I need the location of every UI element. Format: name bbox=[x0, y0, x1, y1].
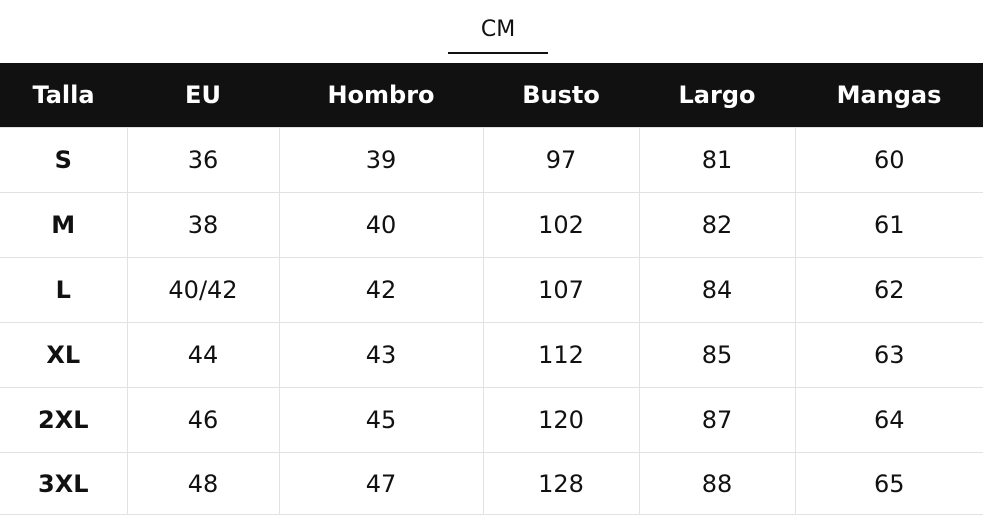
measurement-cell: 85 bbox=[638, 322, 796, 388]
table-header-row: Talla EU Hombro Busto Largo Mangas bbox=[0, 63, 983, 128]
measurement-cell: 48 bbox=[126, 452, 280, 515]
size-label-cell: S bbox=[0, 127, 128, 193]
measurement-cell: 102 bbox=[482, 192, 640, 258]
unit-tab-cm[interactable]: CM bbox=[448, 14, 548, 54]
measurement-cell: 87 bbox=[638, 387, 796, 453]
column-header-talla: Talla bbox=[0, 63, 127, 128]
measurement-cell: 63 bbox=[794, 322, 983, 388]
table-row: 3XL 48 47 128 88 65 bbox=[0, 452, 983, 515]
measurement-cell: 61 bbox=[794, 192, 983, 258]
measurement-cell: 107 bbox=[482, 257, 640, 323]
measurement-cell: 81 bbox=[638, 127, 796, 193]
measurement-cell: 47 bbox=[278, 452, 484, 515]
column-header-hombro: Hombro bbox=[279, 63, 483, 128]
measurement-cell: 39 bbox=[278, 127, 484, 193]
measurement-cell: 38 bbox=[126, 192, 280, 258]
table-row: 2XL 46 45 120 87 64 bbox=[0, 387, 983, 453]
size-label-cell: 2XL bbox=[0, 387, 128, 453]
measurement-cell: 42 bbox=[278, 257, 484, 323]
measurement-cell: 64 bbox=[794, 387, 983, 453]
measurement-cell: 36 bbox=[126, 127, 280, 193]
measurement-cell: 40/42 bbox=[126, 257, 280, 323]
measurement-cell: 40 bbox=[278, 192, 484, 258]
size-label-cell: M bbox=[0, 192, 128, 258]
measurement-cell: 112 bbox=[482, 322, 640, 388]
measurement-cell: 97 bbox=[482, 127, 640, 193]
measurement-cell: 128 bbox=[482, 452, 640, 515]
measurement-cell: 46 bbox=[126, 387, 280, 453]
table-row: L 40/42 42 107 84 62 bbox=[0, 257, 983, 323]
size-label-cell: 3XL bbox=[0, 452, 128, 515]
column-header-mangas: Mangas bbox=[795, 63, 983, 128]
size-chart-table: Talla EU Hombro Busto Largo Mangas S 36 39… bbox=[0, 63, 983, 515]
measurement-cell: 120 bbox=[482, 387, 640, 453]
size-label-cell: XL bbox=[0, 322, 128, 388]
measurement-cell: 65 bbox=[794, 452, 983, 515]
measurement-cell: 84 bbox=[638, 257, 796, 323]
measurement-cell: 43 bbox=[278, 322, 484, 388]
measurement-cell: 88 bbox=[638, 452, 796, 515]
measurement-cell: 45 bbox=[278, 387, 484, 453]
table-row: M 38 40 102 82 61 bbox=[0, 192, 983, 258]
measurement-cell: 82 bbox=[638, 192, 796, 258]
measurement-cell: 44 bbox=[126, 322, 280, 388]
column-header-busto: Busto bbox=[483, 63, 639, 128]
table-row: XL 44 43 112 85 63 bbox=[0, 322, 983, 388]
measurement-cell: 60 bbox=[794, 127, 983, 193]
table-row: S 36 39 97 81 60 bbox=[0, 127, 983, 193]
column-header-largo: Largo bbox=[639, 63, 795, 128]
measurement-cell: 62 bbox=[794, 257, 983, 323]
column-header-eu: EU bbox=[127, 63, 279, 128]
size-label-cell: L bbox=[0, 257, 128, 323]
